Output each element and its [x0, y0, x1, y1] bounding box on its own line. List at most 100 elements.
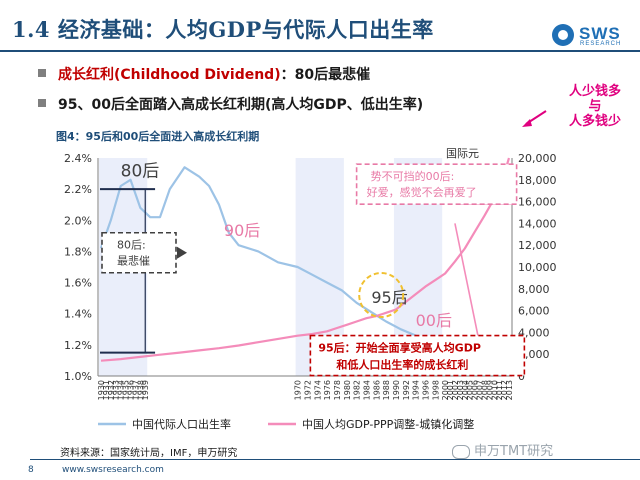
x-tick-label: 1982 [353, 380, 362, 400]
footer-url[interactable]: www.swsresearch.com [62, 465, 164, 475]
legend-label-gdp: 中国人均GDP-PPP调整-城镇化调整 [302, 417, 474, 431]
x-tick-label: 1930 [97, 380, 106, 400]
bullet-1: 成长红利(Childhood Dividend)：80后最悲催 [38, 64, 371, 84]
x-tick-label: 1939 [141, 380, 150, 400]
annotation-80-pointer-icon [177, 246, 187, 259]
footer-rule [30, 459, 640, 460]
logo-icon [552, 24, 574, 46]
x-tick-label: 2008 [480, 380, 489, 400]
annotation-80-line-1: 80后: [117, 239, 146, 252]
y2-tick-label: 0 [518, 370, 525, 383]
annotation-95-line-1: 95后：开始全面享受高人均GDP [318, 341, 481, 355]
annotation-box-95 [309, 334, 526, 377]
callout-line-3: 人多钱少 [568, 114, 621, 129]
y-tick-label: 2.4% [64, 152, 92, 165]
watermark: 申万TMT研究 [452, 440, 553, 459]
highlight-circle-95 [358, 272, 405, 319]
x-tick-label: 1972 [303, 380, 312, 400]
legend-label-birth: 中国代际人口出生率 [132, 417, 231, 431]
x-tick-label: 2011 [495, 380, 504, 400]
x-tick-label: 1936 [126, 380, 135, 400]
annotation-00-line-1: 势不可挡的00后: [371, 169, 455, 183]
y2-tick-label: 2,000 [518, 348, 550, 361]
y2-tick-label: 12,000 [518, 239, 557, 252]
y2-tick-label: 20,000 [518, 152, 557, 165]
sws-logo: SWS RESEARCH [552, 24, 632, 50]
y2-tick-label: 6,000 [518, 305, 550, 318]
x-tick-label: 2013 [505, 380, 514, 400]
x-tick-label: 1980 [343, 380, 352, 400]
x-tick-label: 1992 [402, 380, 411, 400]
bullet-square-icon [38, 69, 46, 77]
x-tick-label: 2006 [471, 380, 480, 400]
wechat-icon [452, 444, 470, 459]
bullet-square-icon [38, 99, 46, 107]
y2-tick-label: 14,000 [518, 217, 557, 230]
label-95: 95后 [371, 288, 407, 307]
x-tick-label: 1932 [107, 380, 116, 400]
annotation-00-line-2: 好爱，感觉不会再爱了 [367, 185, 477, 199]
x-tick-label: 1994 [412, 380, 421, 400]
x-tick-label: 1976 [323, 380, 332, 400]
x-tick-label: 2009 [485, 380, 494, 400]
bullet-1-text: ：80后最悲催 [280, 67, 371, 83]
logo-subtext: RESEARCH [580, 41, 622, 47]
x-tick-label: 1931 [102, 380, 111, 400]
x-tick-label: 2007 [476, 380, 485, 400]
y2-unit-label: 国际元 [446, 147, 479, 160]
y-tick-label: 2.2% [64, 183, 92, 196]
y-tick-label: 1.0% [64, 370, 92, 383]
x-tick-label: 2012 [500, 380, 509, 400]
x-tick-label: 1935 [122, 380, 131, 400]
annotation-80-line-2: 最悲催 [117, 254, 150, 268]
x-tick-label: 1998 [431, 380, 440, 400]
label-00: 00后 [416, 311, 452, 330]
x-tick-label: 2010 [490, 380, 499, 400]
y-tick-label: 1.2% [64, 339, 92, 352]
y-tick-label: 1.8% [64, 245, 92, 258]
series-gdp-line [100, 157, 511, 362]
annotation-box-00 [355, 163, 518, 206]
y2-tick-label: 4,000 [518, 326, 550, 339]
source-note: 资料来源：国家统计局，IMF，申万研究 [60, 448, 238, 459]
label-80: 80后 [121, 162, 160, 182]
x-tick-label: 1937 [131, 380, 140, 400]
y2-tick-label: 10,000 [518, 261, 557, 274]
x-tick-label: 1933 [112, 380, 121, 400]
y-tick-label: 1.6% [64, 277, 92, 290]
x-tick-label: 2002 [451, 380, 460, 400]
x-tick-label: 1984 [362, 380, 371, 400]
y2-tick-label: 18,000 [518, 174, 557, 187]
marker-arrow-line [454, 223, 481, 344]
callout-arrow-icon [522, 110, 547, 127]
bullet-1-highlight: 成长红利(Childhood Dividend) [58, 67, 281, 83]
x-tick-label: 2004 [461, 380, 470, 400]
title-rule [0, 50, 640, 52]
x-tick-label: 1934 [117, 380, 126, 400]
label-90: 90后 [224, 221, 260, 240]
callout-line-2: 与 [588, 99, 602, 114]
x-tick-label: 1938 [136, 380, 145, 400]
callout-line-1: 人少钱多 [568, 84, 621, 99]
figure-title: 图4：95后和00后全面进入高成长红利期 [56, 130, 260, 143]
x-tick-label: 2003 [456, 380, 465, 400]
callout: 人少钱多 与 人多钱少 [555, 84, 635, 129]
annotation-95-line-2: 和低人口出生率的成长红利 [336, 358, 468, 372]
y-tick-label: 2.0% [64, 214, 92, 227]
x-tick-label: 1970 [294, 380, 303, 400]
y2-tick-label: 16,000 [518, 196, 557, 209]
x-tick-label: 1974 [313, 380, 322, 400]
y-tick-label: 1.4% [64, 308, 92, 321]
bullet-2: 95、00后全面踏入高成长红利期(高人均GDP、低出生率) [38, 94, 424, 114]
page-title: 1.4 经济基础：人均GDP与代际人口出生率 [12, 17, 434, 42]
annotation-box-80 [101, 231, 177, 274]
watermark-text: 申万TMT研究 [474, 444, 554, 459]
y2-tick-label: 8,000 [518, 283, 550, 296]
x-tick-label: 2005 [466, 380, 475, 400]
x-tick-label: 1988 [382, 380, 391, 400]
bullet-2-text: 95、00后全面踏入高成长红利期(高人均GDP、低出生率) [58, 97, 424, 113]
page-number: 8 [28, 465, 34, 475]
x-tick-label: 1996 [421, 380, 430, 400]
x-tick-label: 1978 [333, 380, 342, 400]
